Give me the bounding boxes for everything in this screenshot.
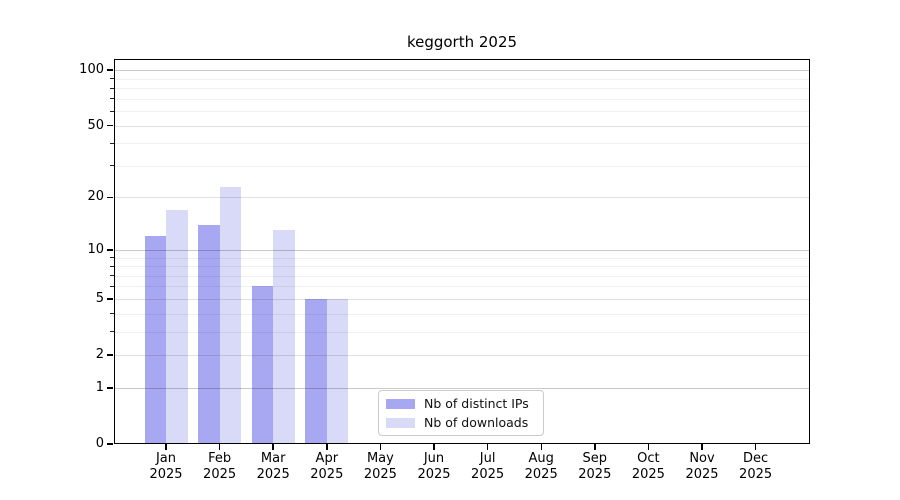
bar-downloads-jan: [166, 209, 188, 444]
x-tick-mar: [272, 444, 274, 450]
x-tick-label-mar: Mar 2025: [256, 451, 290, 482]
grid-line-3: [114, 331, 810, 333]
y-minor-tick-8: [110, 265, 114, 267]
grid-line-100: [114, 70, 810, 72]
grid-line-40: [114, 143, 810, 145]
grid-line-30: [114, 165, 810, 167]
x-tick-label-nov: Nov 2025: [685, 451, 719, 482]
chart-title: keggorth 2025: [406, 33, 518, 51]
y-minor-tick-30: [110, 165, 114, 167]
x-tick-label-may: May 2025: [363, 451, 397, 482]
y-minor-tick-3: [110, 331, 114, 333]
plot-area: Nb of distinct IPs Nb of downloads: [114, 59, 810, 444]
x-tick-label-dec: Dec 2025: [739, 451, 773, 482]
y-tick-10: [107, 249, 113, 251]
grid-line-90: [114, 78, 810, 80]
y-tick-label-2: 2: [95, 347, 104, 362]
bar-downloads-feb: [219, 186, 242, 444]
x-tick-oct: [647, 444, 650, 450]
grid-line-6: [114, 286, 810, 288]
x-tick-label-sep: Sep 2025: [578, 451, 612, 482]
x-tick-sep: [594, 444, 596, 450]
grid-line-9: [114, 257, 810, 259]
legend-label-distinct-ips: Nb of distinct IPs: [424, 396, 529, 411]
x-tick-label-feb: Feb 2025: [203, 451, 237, 482]
grid-line-60: [114, 111, 810, 112]
y-minor-tick-40: [110, 142, 114, 144]
x-tick-nov: [701, 444, 703, 450]
x-tick-label-aug: Aug 2025: [524, 451, 558, 482]
y-tick-2: [107, 354, 113, 356]
grid-line-70: [114, 98, 810, 100]
y-tick-1: [107, 387, 113, 389]
y-tick-label-5: 5: [95, 290, 104, 306]
y-tick-label-10: 10: [87, 241, 104, 257]
x-tick-feb: [218, 444, 221, 450]
x-tick-jan: [165, 444, 167, 450]
grid-line-50: [114, 125, 810, 127]
legend-item-distinct-ips: Nb of distinct IPs: [386, 396, 543, 411]
y-tick-20: [107, 196, 113, 199]
x-tick-jul: [486, 444, 489, 450]
y-tick-5: [107, 298, 113, 300]
bar-distinct-ips-feb: [198, 224, 220, 444]
y-tick-label-20: 20: [87, 189, 104, 205]
x-tick-label-oct: Oct 2025: [631, 451, 665, 482]
x-tick-aug: [540, 444, 542, 450]
y-minor-tick-9: [110, 257, 114, 258]
x-tick-label-jul: Jul 2025: [471, 451, 505, 482]
legend-swatch-distinct-ips: [386, 398, 415, 409]
grid-line-8: [114, 266, 810, 267]
legend-item-downloads: Nb of downloads: [386, 415, 543, 430]
x-tick-apr: [326, 444, 328, 450]
x-tick-dec: [754, 444, 757, 450]
bar-downloads-mar: [273, 230, 295, 444]
legend-label-downloads: Nb of downloads: [424, 415, 529, 430]
legend: Nb of distinct IPs Nb of downloads: [378, 390, 544, 436]
grid-line-10: [114, 249, 810, 251]
y-minor-tick-6: [110, 285, 114, 287]
grid-line-20: [114, 197, 810, 199]
legend-swatch-downloads: [386, 417, 415, 428]
y-minor-tick-60: [110, 110, 114, 112]
grid-line-4: [114, 313, 810, 315]
grid-line-1: [114, 387, 810, 389]
y-tick-label-0: 0: [95, 436, 104, 451]
grid-line-7: [114, 275, 810, 277]
grid-line-80: [114, 88, 810, 90]
x-tick-label-jan: Jan 2025: [149, 451, 183, 482]
y-tick-50: [107, 124, 113, 127]
y-tick-100: [107, 69, 113, 71]
y-tick-label-1: 1: [95, 379, 104, 395]
x-tick-may: [379, 444, 382, 450]
y-minor-tick-80: [110, 87, 114, 89]
bar-distinct-ips-mar: [251, 286, 274, 444]
y-tick-0: [107, 443, 113, 445]
x-tick-label-jun: Jun 2025: [417, 451, 451, 482]
bar-downloads-apr: [326, 298, 349, 444]
y-tick-label-50: 50: [87, 117, 104, 133]
y-minor-tick-7: [110, 275, 114, 277]
grid-line-5: [114, 298, 810, 300]
bar-distinct-ips-apr: [305, 298, 327, 444]
x-tick-label-apr: Apr 2025: [310, 451, 344, 482]
y-minor-tick-90: [110, 78, 114, 80]
y-tick-label-100: 100: [79, 62, 104, 78]
grid-line-2: [114, 355, 810, 356]
bar-distinct-ips-jan: [144, 236, 166, 444]
y-minor-tick-70: [110, 98, 114, 100]
y-minor-tick-4: [110, 313, 114, 315]
x-tick-jun: [433, 444, 435, 450]
